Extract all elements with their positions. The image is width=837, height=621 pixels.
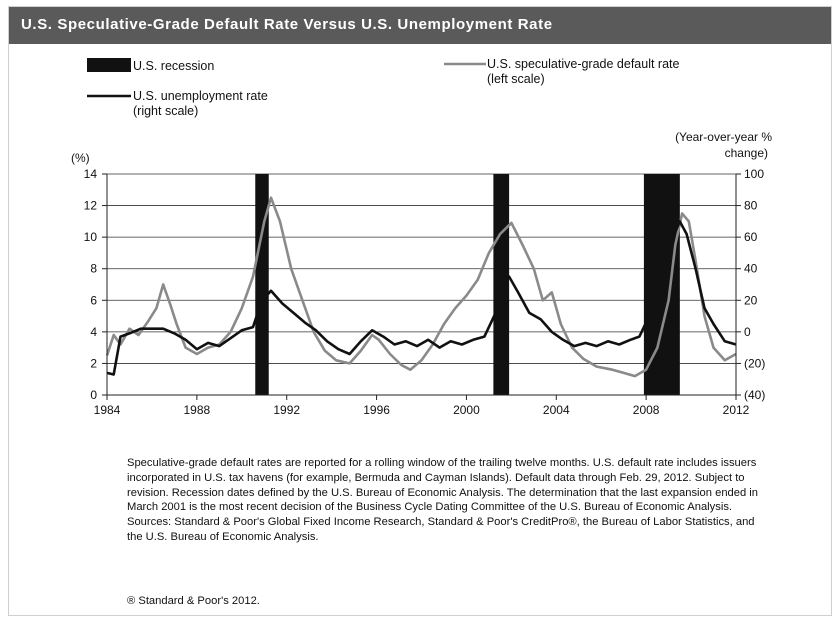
- recession-bar: [255, 174, 269, 395]
- y-left-tick-label: 12: [84, 199, 98, 213]
- x-tick-label: 1996: [363, 403, 390, 417]
- title-bar: U.S. Speculative-Grade Default Rate Vers…: [9, 7, 831, 44]
- y-left-axis-label: (%): [71, 151, 90, 165]
- legend-label-default: U.S. speculative-grade default rate: [487, 57, 680, 71]
- x-tick-label: 1992: [273, 403, 300, 417]
- recession-bar: [643, 174, 680, 395]
- series-line-unemployment: [106, 220, 737, 376]
- y-right-tick-label: 60: [744, 230, 758, 244]
- x-tick-label: 2000: [453, 403, 480, 417]
- legend-swatch-recession: [87, 58, 131, 72]
- x-tick-label: 2012: [723, 403, 750, 417]
- y-right-tick-label: 40: [744, 262, 758, 276]
- copyright: ® Standard & Poor's 2012.: [127, 595, 260, 607]
- x-tick-label: 1984: [94, 403, 121, 417]
- y-right-tick-label: 80: [744, 199, 758, 213]
- x-tick-label: 2004: [543, 403, 570, 417]
- x-tick-label: 2008: [633, 403, 660, 417]
- y-left-tick-label: 2: [90, 356, 97, 370]
- legend-label-unemployment-scale: (right scale): [133, 104, 198, 118]
- y-right-tick-label: 0: [744, 325, 751, 339]
- y-right-tick-label: 100: [744, 167, 764, 181]
- y-left-tick-label: 0: [90, 388, 97, 402]
- series-line-default: [105, 196, 737, 378]
- figure-frame: U.S. Speculative-Grade Default Rate Vers…: [8, 6, 832, 616]
- y-left-tick-label: 14: [84, 167, 98, 181]
- y-right-tick-label: 20: [744, 293, 758, 307]
- legend-label-recession: U.S. recession: [133, 59, 214, 73]
- source-notes: Speculative-grade default rates are repo…: [127, 457, 759, 543]
- y-left-tick-label: 6: [90, 293, 97, 307]
- legend-label-default-scale: (left scale): [487, 72, 545, 86]
- y-left-tick-label: 8: [90, 262, 97, 276]
- y-left-tick-label: 10: [84, 230, 98, 244]
- y-right-axis-label-line2: change): [725, 146, 768, 160]
- chart-area: 0 2 4 6 8 10 12 14 (40) (20) 0 20 40 60 80 100 1984 1988 1…: [71, 57, 772, 417]
- chart-title: U.S. Speculative-Grade Default Rate Vers…: [21, 16, 553, 33]
- y-right-tick-label: (40): [744, 388, 765, 402]
- y-left-tick-label: 4: [90, 325, 97, 339]
- x-tick-label: 1988: [184, 403, 211, 417]
- y-right-tick-label: (20): [744, 356, 765, 370]
- y-right-axis-label-line1: (Year-over-year %: [675, 130, 772, 144]
- legend-label-unemployment: U.S. unemployment rate: [133, 89, 268, 103]
